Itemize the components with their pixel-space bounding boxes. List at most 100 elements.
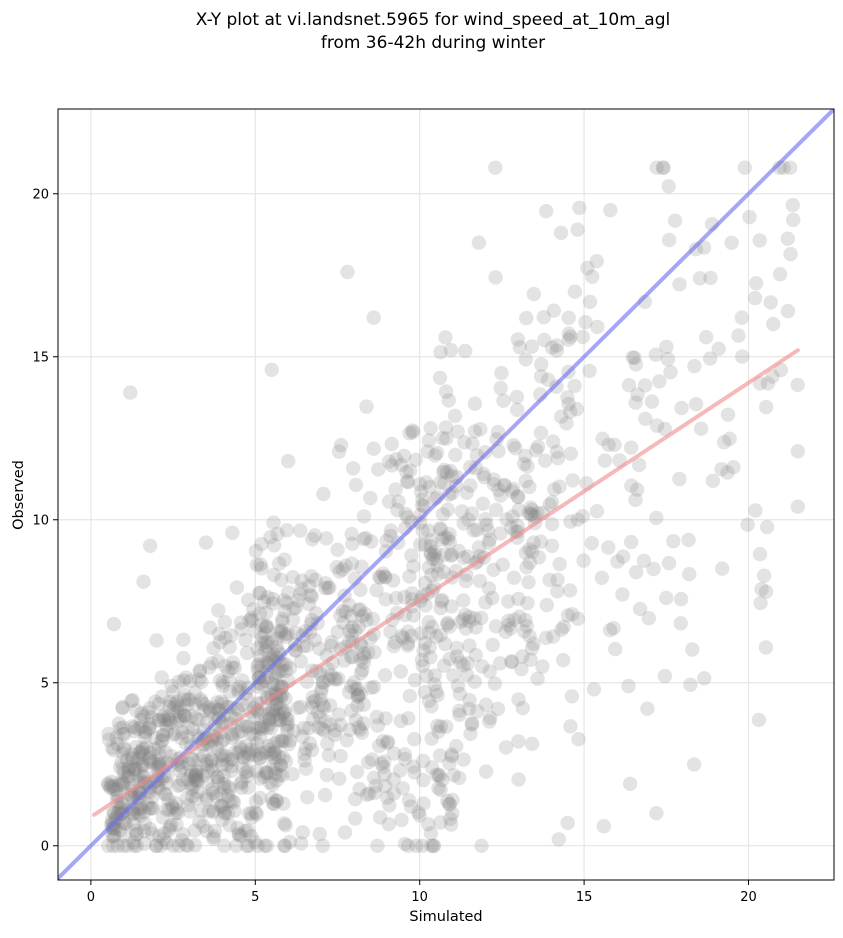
data-point: [172, 709, 187, 724]
data-point: [278, 629, 294, 644]
data-point: [493, 380, 508, 396]
data-point: [166, 838, 181, 853]
data-point: [442, 797, 457, 812]
data-point: [402, 688, 417, 704]
data-point: [133, 745, 148, 760]
data-point: [661, 179, 676, 194]
data-point: [378, 778, 393, 794]
data-point: [492, 656, 508, 671]
data-point: [248, 720, 263, 735]
data-point: [530, 671, 545, 686]
data-point: [649, 418, 665, 433]
data-point: [307, 632, 323, 648]
data-point: [693, 421, 709, 436]
data-point: [724, 235, 739, 250]
data-point: [437, 530, 453, 545]
data-point: [444, 547, 459, 562]
data-point: [261, 717, 276, 732]
data-point: [440, 793, 455, 809]
data-point: [628, 492, 643, 507]
data-point: [442, 534, 457, 550]
data-point: [217, 658, 233, 674]
data-point: [253, 557, 268, 572]
data-point: [251, 720, 267, 736]
data-point: [112, 806, 128, 821]
data-point: [115, 761, 131, 777]
data-point: [121, 762, 136, 778]
data-point: [397, 747, 412, 762]
data-point: [254, 617, 269, 633]
data-point: [312, 826, 327, 842]
data-point: [227, 660, 242, 675]
data-point: [644, 394, 660, 409]
data-point: [523, 507, 538, 522]
data-point: [452, 703, 467, 718]
y-axis-label: Observed: [11, 460, 27, 530]
data-point: [442, 527, 457, 542]
data-point: [258, 626, 273, 641]
data-point: [430, 688, 445, 703]
data-point: [470, 704, 485, 719]
data-point: [276, 816, 292, 831]
data-point: [531, 550, 547, 565]
data-point: [468, 620, 483, 635]
data-point: [551, 832, 566, 847]
data-point: [401, 474, 416, 490]
data-point: [189, 764, 204, 779]
data-point: [486, 472, 502, 487]
data-point: [758, 640, 774, 655]
data-point: [530, 506, 545, 521]
data-point: [261, 711, 277, 726]
data-point: [622, 776, 638, 791]
data-point: [196, 748, 211, 763]
data-point: [570, 611, 586, 626]
data-point: [257, 634, 272, 650]
data-point: [561, 332, 577, 347]
data-point: [184, 777, 199, 792]
data-point: [199, 789, 214, 805]
data-point: [615, 549, 631, 564]
data-point: [127, 720, 142, 735]
data-point: [433, 475, 448, 490]
data-point: [337, 653, 352, 668]
data-point: [317, 787, 333, 803]
data-point: [392, 763, 408, 778]
data-point: [169, 694, 185, 710]
data-point: [236, 749, 251, 765]
data-point: [399, 464, 414, 480]
data-point: [663, 365, 678, 380]
data-point: [353, 652, 369, 667]
data-point: [250, 659, 265, 674]
data-point: [172, 700, 188, 716]
data-point: [244, 742, 259, 757]
data-point: [276, 750, 291, 765]
data-point: [703, 270, 718, 286]
data-point: [152, 712, 167, 728]
data-point: [106, 829, 122, 844]
data-point: [170, 805, 186, 820]
data-point: [443, 817, 459, 832]
data-point: [278, 663, 293, 679]
data-point: [337, 825, 353, 840]
data-point: [494, 365, 509, 381]
data-point: [235, 718, 250, 733]
data-point: [265, 591, 281, 607]
data-point: [520, 459, 535, 474]
data-point: [168, 796, 183, 811]
data-point: [649, 160, 664, 175]
data-point: [345, 649, 360, 664]
data-point: [530, 439, 546, 454]
data-point: [331, 707, 347, 722]
data-point: [171, 838, 186, 853]
data-point: [180, 838, 195, 853]
data-point: [209, 695, 225, 710]
data-point: [190, 728, 205, 743]
data-point: [161, 802, 177, 817]
data-point: [565, 607, 580, 622]
data-point: [550, 584, 565, 599]
data-point: [705, 473, 721, 488]
data-point: [125, 693, 140, 708]
data-point: [175, 725, 190, 740]
data-point: [221, 779, 236, 795]
data-point: [187, 697, 203, 712]
